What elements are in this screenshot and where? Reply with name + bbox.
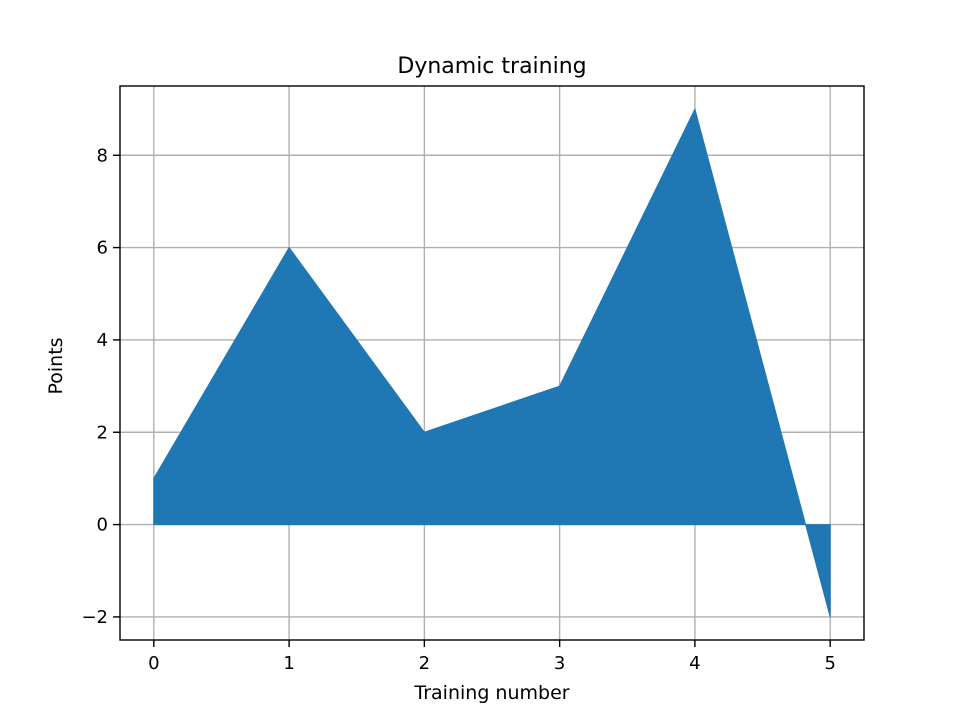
x-tick-label-3: 3 — [554, 653, 565, 674]
x-tick-label-4: 4 — [689, 653, 700, 674]
plot-frame — [119, 85, 865, 641]
y-tick-label-2: 2 — [97, 422, 108, 443]
y-axis-label: Points — [45, 337, 67, 394]
x-tick-label-5: 5 — [824, 653, 835, 674]
x-axis-label: Training number — [413, 682, 569, 704]
x-tick-label-2: 2 — [419, 653, 430, 674]
x-tick-label-1: 1 — [283, 653, 294, 674]
series-area — [153, 108, 831, 618]
chart-title: Dynamic training — [397, 54, 586, 79]
y-tick-label-5: 8 — [97, 145, 108, 166]
y-tick-label-1: 0 — [97, 515, 108, 536]
y-tick-label-4: 6 — [97, 238, 108, 259]
y-tick-label-3: 4 — [97, 330, 108, 351]
y-tick-label-0: −2 — [81, 607, 108, 628]
series-area-layer — [153, 108, 831, 618]
x-tick-label-0: 0 — [148, 653, 159, 674]
axis-ticks: 0 1 2 3 4 5 −2 0 2 4 6 8 — [81, 145, 835, 674]
